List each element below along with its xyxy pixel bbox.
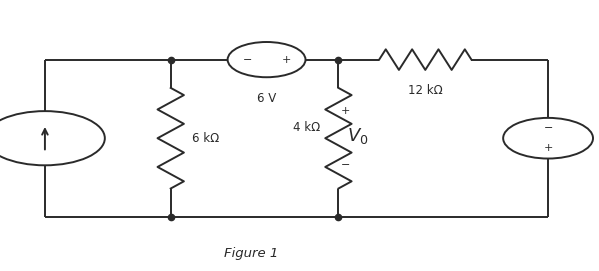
Text: $V_0$: $V_0$	[347, 125, 369, 146]
Text: 12 kΩ: 12 kΩ	[408, 84, 443, 97]
Text: Figure 1: Figure 1	[225, 247, 279, 260]
Text: 6 V: 6 V	[257, 92, 276, 105]
Text: 6 kΩ: 6 kΩ	[192, 132, 219, 145]
Text: +: +	[543, 143, 553, 153]
Text: +: +	[341, 106, 350, 116]
Text: −: −	[341, 160, 350, 170]
Text: −: −	[243, 55, 252, 64]
Text: 4 kΩ: 4 kΩ	[294, 121, 320, 134]
Text: −: −	[543, 124, 553, 133]
Text: +: +	[282, 55, 291, 64]
